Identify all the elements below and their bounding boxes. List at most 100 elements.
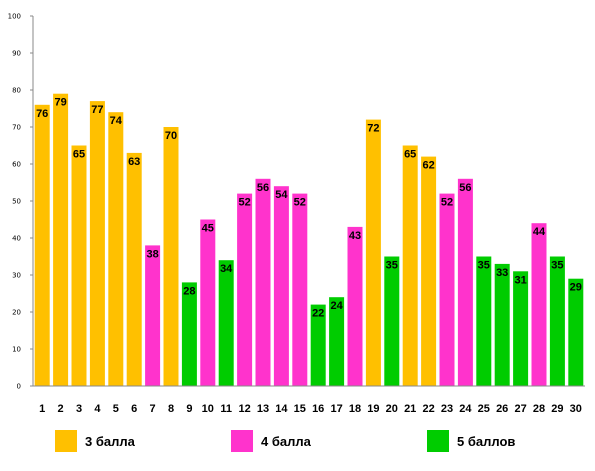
x-tick-label: 25 (478, 403, 490, 415)
data-label: 28 (183, 285, 195, 297)
bar (200, 219, 216, 386)
y-axis: 0 10 20 30 40 50 60 70 80 90 100 (8, 13, 34, 391)
bar (476, 256, 492, 386)
data-label: 65 (73, 149, 85, 161)
y-tick-label: 10 (12, 346, 21, 354)
y-tick-label: 100 (8, 13, 21, 21)
bar (439, 193, 455, 386)
bar (421, 156, 437, 386)
data-label: 35 (386, 260, 398, 272)
y-tick-label: 70 (12, 124, 21, 132)
x-tick-label: 4 (94, 403, 101, 415)
bar (365, 119, 381, 386)
bar (71, 145, 87, 386)
data-label: 22 (312, 308, 324, 320)
bar (513, 271, 529, 386)
x-tick-label: 27 (514, 403, 526, 415)
bar (568, 278, 584, 386)
bar (237, 193, 253, 386)
x-tick-label: 10 (202, 403, 214, 415)
bar (292, 193, 308, 386)
bar (329, 297, 345, 386)
bar (457, 178, 473, 386)
x-tick-label: 9 (186, 403, 192, 415)
data-label: 70 (165, 130, 177, 142)
legend-label-5: 5 баллов (457, 433, 516, 449)
data-label: 43 (349, 230, 361, 242)
x-tick-label: 16 (312, 403, 324, 415)
legend-label-3: 3 балла (85, 433, 135, 449)
bar (218, 260, 234, 386)
bar (402, 145, 418, 386)
bar (384, 256, 400, 386)
bar (531, 223, 547, 386)
data-label: 34 (220, 263, 233, 275)
x-tick-label: 11 (220, 403, 232, 415)
bar (347, 226, 363, 386)
x-tick-label: 7 (150, 403, 156, 415)
bar (89, 101, 105, 386)
data-label: 52 (238, 197, 250, 209)
bar (549, 256, 565, 386)
bar (108, 112, 124, 386)
bar (163, 127, 179, 386)
legend-swatch-4 (231, 430, 253, 452)
y-tick-label: 30 (12, 272, 21, 280)
data-label: 56 (459, 182, 471, 194)
x-axis: 1 2 3 4 5 6 7 8 9 10 11 12 13 14 15 16 17 18 19 20 21 22 23 24 2… (33, 385, 585, 415)
bars (34, 93, 584, 387)
y-tick-label: 80 (12, 87, 21, 95)
legend-swatch-5 (427, 430, 449, 452)
data-label: 77 (91, 104, 103, 116)
bar (181, 282, 197, 386)
x-tick-label: 23 (441, 403, 453, 415)
x-tick-label: 24 (459, 403, 472, 415)
bar (494, 263, 510, 386)
x-tick-label: 15 (294, 403, 306, 415)
x-tick-label: 17 (330, 403, 342, 415)
data-label: 54 (275, 189, 288, 201)
data-label: 24 (330, 300, 343, 312)
legend: 3 балла 4 балла 5 баллов (0, 427, 595, 455)
data-label: 52 (294, 197, 306, 209)
bar (255, 178, 271, 386)
x-tick-label: 29 (551, 403, 563, 415)
legend-swatch-3 (55, 430, 77, 452)
data-labels: 76 79 65 77 74 63 38 70 28 45 34 52 56 54 52 22 24 43 72 35… (36, 97, 582, 320)
data-label: 72 (367, 123, 379, 135)
data-label: 31 (514, 274, 526, 286)
data-label: 65 (404, 149, 416, 161)
data-label: 35 (478, 260, 490, 272)
bar (310, 304, 326, 386)
data-label: 56 (257, 182, 269, 194)
legend-label-4: 4 балла (261, 433, 311, 449)
legend-item-5: 5 баллов (427, 427, 515, 455)
y-tick-label: 90 (12, 50, 21, 58)
x-tick-label: 14 (275, 403, 288, 415)
data-label: 76 (36, 108, 48, 120)
bar (273, 186, 289, 386)
data-label: 35 (551, 260, 563, 272)
data-label: 38 (146, 248, 158, 260)
legend-item-3: 3 балла (55, 427, 135, 455)
y-tick-label: 40 (12, 235, 21, 243)
data-label: 52 (441, 197, 453, 209)
data-label: 29 (570, 282, 582, 294)
x-tick-label: 6 (131, 403, 137, 415)
x-tick-label: 13 (257, 403, 269, 415)
data-label: 45 (202, 223, 214, 235)
x-tick-label: 22 (422, 403, 434, 415)
y-tick-label: 60 (12, 161, 21, 169)
x-tick-label: 3 (76, 403, 82, 415)
x-tick-label: 20 (386, 403, 398, 415)
y-tick-label: 20 (12, 309, 21, 317)
bar (145, 245, 161, 386)
data-label: 62 (422, 160, 434, 172)
bar (34, 104, 50, 387)
x-tick-label: 2 (58, 403, 64, 415)
data-label: 44 (533, 226, 546, 238)
y-tick-label: 0 (17, 383, 21, 391)
data-label: 79 (54, 97, 66, 109)
x-tick-label: 8 (168, 403, 174, 415)
